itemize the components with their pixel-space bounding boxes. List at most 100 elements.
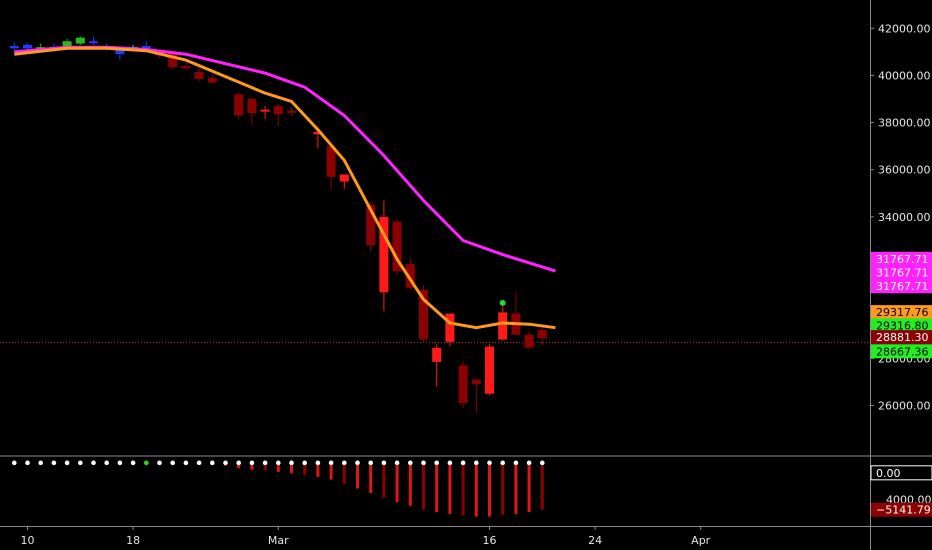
price-badge-bg: [871, 251, 932, 266]
date-tick-label: 10: [21, 534, 35, 547]
buy-signal-marker: [499, 299, 506, 306]
price-badge-bg: [871, 279, 932, 294]
oscillator-dot: [262, 460, 268, 466]
candle-body: [23, 44, 32, 49]
oscillator-dot: [276, 460, 281, 466]
date-tick-label: Apr: [691, 534, 711, 547]
oscillator-dot: [408, 460, 413, 466]
candle-body: [432, 347, 442, 362]
oscillator-bar: [448, 463, 452, 514]
oscillator-bar: [316, 463, 320, 477]
candle-body: [207, 77, 217, 83]
oscillator-dot: [12, 460, 17, 466]
candle-body: [326, 146, 336, 177]
oscillator-bar: [303, 463, 307, 476]
candle-body: [260, 109, 270, 112]
candle-body: [445, 313, 455, 342]
oscillator-dot: [144, 460, 149, 466]
oscillator-dot: [474, 460, 479, 466]
oscillator-dot: [196, 460, 202, 466]
price-badge-text: 31767.71: [876, 267, 929, 280]
candle-body: [62, 41, 72, 46]
candle-body: [471, 379, 481, 385]
oscillator-dot: [513, 460, 519, 466]
ma-fast-line: [14, 46, 556, 330]
candle-body: [247, 99, 257, 114]
oscillator-pane[interactable]: [12, 460, 545, 517]
oscillator-bar: [488, 463, 491, 517]
price-pane[interactable]: [0, 36, 870, 413]
oscillator-dot: [434, 460, 440, 466]
candle-body: [168, 53, 178, 68]
price-badge: 31767.71: [871, 279, 932, 294]
price-badge-text: 31767.71: [876, 253, 929, 266]
oscillator-dot: [447, 460, 453, 466]
candle-body: [419, 289, 428, 340]
oscillator-bar: [290, 463, 293, 474]
price-badge: 28881.30: [871, 330, 932, 345]
candle-body: [379, 216, 389, 293]
price-tick-label: 34000.00: [878, 211, 931, 224]
price-badge-bg: [871, 305, 932, 320]
candle-body: [273, 106, 283, 115]
oscillator-dot: [183, 460, 189, 466]
price-badge-bg: [871, 330, 932, 345]
oscillator-dot: [381, 460, 387, 466]
oscillator-bar: [250, 463, 254, 470]
oscillator-dot: [328, 460, 334, 466]
date-tick-label: 16: [483, 534, 497, 547]
oscillator-dot: [38, 460, 43, 466]
oscillator-dot: [540, 460, 545, 466]
price-tick-label: 38000.00: [878, 117, 931, 130]
price-badge: 31767.71: [871, 265, 932, 280]
price-tick-label: 36000.00: [878, 164, 931, 177]
candle-body: [89, 41, 98, 44]
oscillator-last-badge: −5141.79: [871, 502, 932, 517]
oscillator-bar: [395, 463, 399, 503]
oscillator-dot: [487, 460, 492, 466]
price-badge: 29316.80: [871, 318, 932, 333]
price-tick-label: 26000.00: [878, 399, 931, 412]
candle-body: [141, 45, 151, 49]
oscillator-dot: [78, 460, 83, 466]
oscillator-dot: [130, 460, 136, 466]
date-tick-label: 24: [588, 534, 602, 547]
price-tick-label: 42000.00: [878, 22, 931, 35]
candle-body: [537, 330, 547, 339]
price-badge-text: 31767.71: [876, 280, 929, 293]
price-badge-text: 28667.36: [876, 345, 929, 358]
price-tick-label: 40000.00: [878, 69, 931, 82]
oscillator-bar: [408, 463, 412, 506]
candle-body: [485, 346, 494, 394]
price-badge-bg: [871, 265, 932, 280]
price-badges: 31767.7131767.7131767.7129317.7629316.80…: [870, 251, 932, 517]
oscillator-dot: [223, 460, 228, 466]
price-badge-bg: [871, 344, 932, 359]
oscillator-bar: [276, 463, 280, 472]
price-badge: 29317.76: [871, 305, 932, 320]
oscillator-bar: [461, 463, 465, 516]
oscillator-bar: [356, 463, 359, 489]
oscillator-dot: [104, 460, 109, 466]
candle-body: [115, 49, 125, 55]
oscillator-bar: [540, 463, 544, 510]
oscillator-dot: [64, 460, 70, 466]
oscillator-dot: [368, 460, 374, 466]
oscillator-last-badge-bg: [871, 502, 932, 517]
oscillator-bar: [342, 463, 346, 485]
candle-body: [313, 132, 323, 135]
candle-body: [339, 174, 349, 182]
oscillator-bar: [474, 463, 478, 517]
date-tick-label: Mar: [268, 534, 289, 547]
candle-body: [458, 365, 468, 404]
price-badge-bg: [871, 318, 932, 333]
oscillator-bar: [329, 463, 333, 480]
oscillator-dot: [355, 460, 360, 466]
oscillator-dot: [315, 460, 321, 466]
oscillator-dot: [394, 460, 400, 466]
oscillator-dot: [51, 460, 57, 466]
oscillator-bar: [501, 463, 505, 515]
oscillator-zero-badge-text: 0.00: [876, 467, 901, 480]
